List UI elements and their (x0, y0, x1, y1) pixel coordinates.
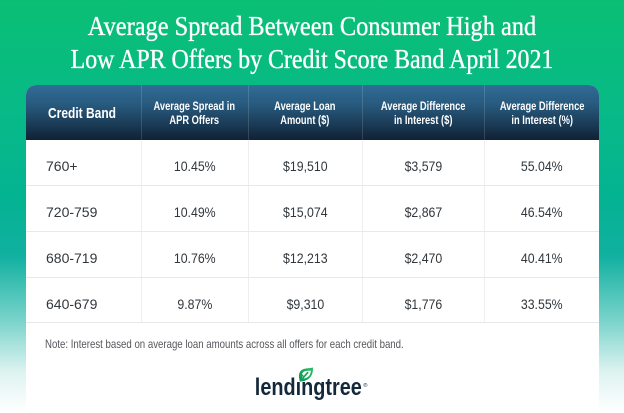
svg-text:®: ® (363, 382, 368, 389)
